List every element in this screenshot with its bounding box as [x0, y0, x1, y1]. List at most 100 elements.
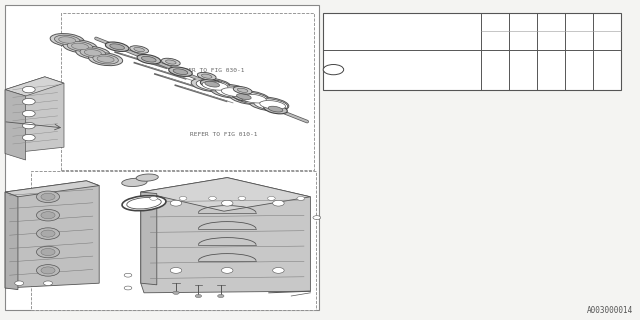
Ellipse shape	[197, 72, 216, 80]
Circle shape	[41, 212, 55, 219]
Circle shape	[195, 294, 202, 298]
Circle shape	[41, 248, 55, 255]
Circle shape	[170, 200, 182, 206]
Circle shape	[22, 86, 35, 93]
Ellipse shape	[221, 88, 247, 97]
Bar	[93, 51, 109, 57]
Ellipse shape	[110, 44, 124, 50]
Ellipse shape	[80, 48, 106, 58]
Polygon shape	[5, 192, 18, 290]
Ellipse shape	[235, 92, 268, 104]
Text: 0: 0	[493, 32, 497, 41]
Bar	[31, 171, 316, 310]
Text: *: *	[492, 65, 499, 75]
Bar	[61, 13, 314, 170]
Ellipse shape	[54, 35, 80, 45]
Ellipse shape	[191, 78, 231, 92]
Text: 9: 9	[493, 21, 497, 31]
Ellipse shape	[134, 47, 145, 52]
Text: 9: 9	[577, 21, 581, 31]
Bar	[5, 5, 319, 310]
Text: 9: 9	[605, 21, 609, 31]
Ellipse shape	[230, 91, 269, 105]
Ellipse shape	[122, 178, 147, 187]
Text: 3: 3	[577, 32, 581, 41]
Circle shape	[41, 230, 55, 237]
Ellipse shape	[84, 50, 101, 56]
Circle shape	[36, 265, 60, 276]
Text: A003000014: A003000014	[588, 306, 634, 315]
Text: REFER TO FIG 010-1: REFER TO FIG 010-1	[190, 132, 258, 137]
Text: PARTS CORD: PARTS CORD	[377, 27, 427, 36]
Text: 2: 2	[548, 32, 553, 41]
Ellipse shape	[122, 196, 166, 211]
Circle shape	[22, 123, 35, 129]
Ellipse shape	[249, 97, 289, 111]
Ellipse shape	[254, 99, 287, 110]
Polygon shape	[5, 90, 26, 160]
Circle shape	[170, 268, 182, 273]
Polygon shape	[5, 77, 64, 96]
Text: *: *	[547, 65, 554, 75]
Ellipse shape	[161, 58, 180, 66]
Ellipse shape	[166, 60, 176, 64]
Bar	[106, 57, 122, 64]
Ellipse shape	[237, 88, 248, 92]
Circle shape	[36, 209, 60, 221]
Ellipse shape	[241, 94, 266, 103]
Ellipse shape	[63, 40, 97, 53]
Circle shape	[313, 216, 321, 220]
Ellipse shape	[216, 86, 249, 98]
Polygon shape	[141, 192, 157, 285]
Ellipse shape	[88, 53, 123, 66]
Polygon shape	[141, 178, 310, 293]
Polygon shape	[5, 181, 99, 288]
Ellipse shape	[72, 43, 88, 50]
Ellipse shape	[141, 56, 156, 62]
Text: 9: 9	[548, 21, 553, 31]
Text: 1: 1	[331, 65, 336, 74]
Circle shape	[41, 267, 55, 274]
Polygon shape	[141, 178, 310, 211]
Circle shape	[36, 246, 60, 258]
Ellipse shape	[137, 54, 161, 64]
Polygon shape	[5, 77, 64, 154]
Ellipse shape	[136, 174, 158, 181]
Text: *: *	[604, 65, 610, 75]
Polygon shape	[5, 181, 99, 197]
Text: *: *	[520, 65, 526, 75]
Ellipse shape	[93, 54, 118, 64]
Ellipse shape	[106, 42, 129, 52]
Ellipse shape	[233, 86, 252, 94]
Ellipse shape	[173, 69, 188, 75]
Circle shape	[36, 228, 60, 239]
Circle shape	[44, 281, 52, 285]
Ellipse shape	[130, 46, 148, 53]
Circle shape	[273, 268, 284, 273]
Bar	[67, 38, 83, 44]
Ellipse shape	[211, 84, 250, 98]
Circle shape	[36, 191, 60, 203]
Ellipse shape	[202, 81, 228, 90]
Ellipse shape	[59, 37, 76, 43]
Ellipse shape	[127, 197, 161, 209]
Text: *: *	[575, 65, 582, 75]
Bar	[323, 13, 621, 90]
Circle shape	[124, 273, 132, 277]
Circle shape	[297, 196, 305, 200]
Ellipse shape	[232, 92, 255, 101]
Ellipse shape	[264, 104, 287, 114]
Ellipse shape	[196, 79, 230, 91]
Circle shape	[273, 200, 284, 206]
Ellipse shape	[200, 79, 224, 89]
Text: 4: 4	[605, 32, 609, 41]
Text: 10103: 10103	[405, 65, 430, 74]
Circle shape	[41, 193, 55, 200]
Circle shape	[221, 200, 233, 206]
Ellipse shape	[97, 56, 114, 62]
Bar	[80, 44, 96, 51]
Ellipse shape	[202, 74, 212, 78]
Ellipse shape	[260, 100, 285, 109]
Circle shape	[150, 196, 157, 200]
Ellipse shape	[169, 67, 192, 76]
